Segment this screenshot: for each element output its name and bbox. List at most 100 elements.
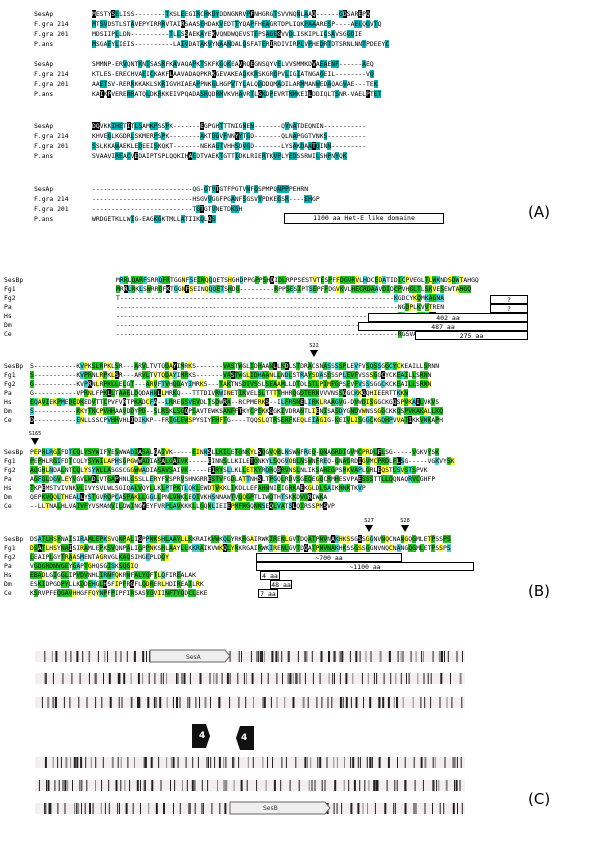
sequence-tick: [312, 673, 314, 684]
sequence-tick: [143, 757, 145, 768]
sequence-tick: [450, 673, 451, 684]
sequence-tick: [108, 780, 110, 791]
sequence-tick: [95, 780, 96, 791]
panel-label-c: (C): [528, 790, 551, 808]
sequence-tick: [140, 803, 141, 814]
alignment-row: MTSVDSTLSTAVEPYIRRRVTAIRSAASEHDAKVEDTTYQ…: [92, 20, 382, 28]
sequence-tick: [424, 803, 426, 814]
alignment-row: KSRVPFEQGAVHHGFFQYNPFPIPFIRSASYGVIINFTYQ…: [30, 589, 208, 597]
sequence-tick: [297, 651, 299, 662]
sequence-tick: [308, 780, 310, 791]
alignment-row: AGFQLDGVLEYVGVLWDLVTGAPHNLGSSLLERYFVSPRV…: [30, 475, 436, 483]
sequence-tick: [446, 697, 448, 708]
sequence-tick: [267, 757, 268, 768]
sequence-tick: [81, 780, 83, 791]
seq-name: SesBp: [4, 362, 24, 370]
sequence-tick: [378, 757, 381, 768]
alignment-row: --------------------------QG-GTVTGTFPGTV…: [92, 185, 309, 193]
sequence-tick: [326, 757, 328, 768]
sequence-tick: [119, 673, 121, 684]
length-box: ~1100 aa: [256, 562, 474, 571]
sequence-tick: [170, 757, 172, 768]
sequence-tick: [280, 780, 282, 791]
sequence-tick: [61, 673, 64, 684]
sequence-tick: [62, 780, 64, 791]
sequence-tick: [421, 651, 423, 662]
sequence-tick: [241, 651, 242, 662]
sequence-tick: [321, 697, 323, 708]
sequence-tick: [245, 673, 247, 684]
sequence-tick: [140, 780, 141, 791]
alignment-row: SVAAVIREACVEDAIPTSPLQQKIHAEDTVAEKTGTTIDK…: [92, 152, 347, 160]
genomic-track: [35, 697, 465, 708]
seq-name: F.gra 214: [34, 70, 69, 78]
sequence-tick: [189, 803, 191, 814]
sequence-tick: [118, 697, 120, 708]
sequence-tick: [328, 651, 330, 662]
sequence-tick: [307, 697, 309, 708]
sequence-tick: [88, 651, 90, 662]
sequence-tick: [208, 757, 209, 768]
sequence-tick: [400, 673, 402, 684]
sequence-tick: [334, 651, 336, 662]
sequence-tick: [460, 757, 462, 768]
sequence-tick: [350, 757, 352, 768]
sequence-tick: [374, 803, 376, 814]
alignment-row: MRRLQARFSRRQFRTGGNFSEINQQQETSHGHDPPGPPSH…: [116, 276, 479, 284]
sequence-tick: [204, 697, 207, 708]
sequence-tick: [455, 780, 458, 791]
sequence-tick: [109, 697, 112, 708]
sequence-tick: [108, 803, 110, 814]
sequence-tick: [44, 803, 46, 814]
sequence-tick: [252, 757, 254, 768]
sequence-tick: [117, 757, 119, 768]
sequence-tick: [210, 697, 211, 708]
alignment-row: DSATLHSYNAISIRAMLEPKSVQNPALIGPPNKSHLAAYL…: [30, 535, 451, 543]
sequence-tick: [238, 757, 240, 768]
sequence-tick: [404, 757, 406, 768]
sequence-tick: [332, 673, 334, 684]
alignment-row: MESTYSELISS--------TKSLEEGIRCHKDYDDNGNRV…: [92, 10, 370, 18]
sequence-tick: [238, 651, 240, 662]
sequence-tick: [119, 651, 122, 662]
sequence-tick: [305, 651, 308, 662]
sequence-tick: [348, 780, 350, 791]
sequence-tick: [134, 757, 135, 768]
sequence-tick: [170, 780, 171, 791]
sequence-tick: [179, 803, 181, 814]
sequence-tick: [452, 803, 455, 814]
sequence-tick: [104, 803, 106, 814]
genomic-track: [35, 673, 465, 684]
sequence-tick: [81, 803, 82, 814]
sequence-tick: [336, 757, 338, 768]
sequence-tick: [270, 697, 272, 708]
sequence-tick: [47, 780, 50, 791]
sequence-tick: [370, 757, 372, 768]
seq-name: F.gra 201: [34, 142, 69, 150]
sequence-tick: [357, 757, 359, 768]
alignment-row: S-----------KVPKSLRPKLSR---ARVLTVTQDAYIM…: [30, 362, 440, 370]
seq-name: Fg1: [4, 457, 16, 465]
sequence-tick: [63, 697, 65, 708]
sequence-tick: [423, 673, 425, 684]
sequence-tick: [253, 697, 254, 708]
sequence-tick: [176, 697, 178, 708]
gene-arrow-sesb: [229, 801, 331, 815]
sequence-tick: [153, 697, 156, 708]
sequence-tick: [441, 651, 443, 662]
length-box: 487 aa: [358, 322, 528, 331]
sequence-tick: [217, 780, 218, 791]
seq-name: Ce: [4, 502, 12, 510]
genomic-track: [35, 651, 465, 662]
sequence-tick: [373, 673, 375, 684]
sequence-tick: [424, 697, 426, 708]
sequence-tick: [293, 697, 295, 708]
seq-name: Fg1: [4, 371, 16, 379]
sequence-tick: [78, 697, 80, 708]
sequence-tick: [317, 757, 319, 768]
seq-name: Hs: [4, 398, 12, 406]
sequence-tick: [412, 697, 414, 708]
sequence-tick: [162, 673, 164, 684]
site-marker-triangle: [401, 525, 409, 532]
seq-name: P.ans: [34, 40, 54, 48]
